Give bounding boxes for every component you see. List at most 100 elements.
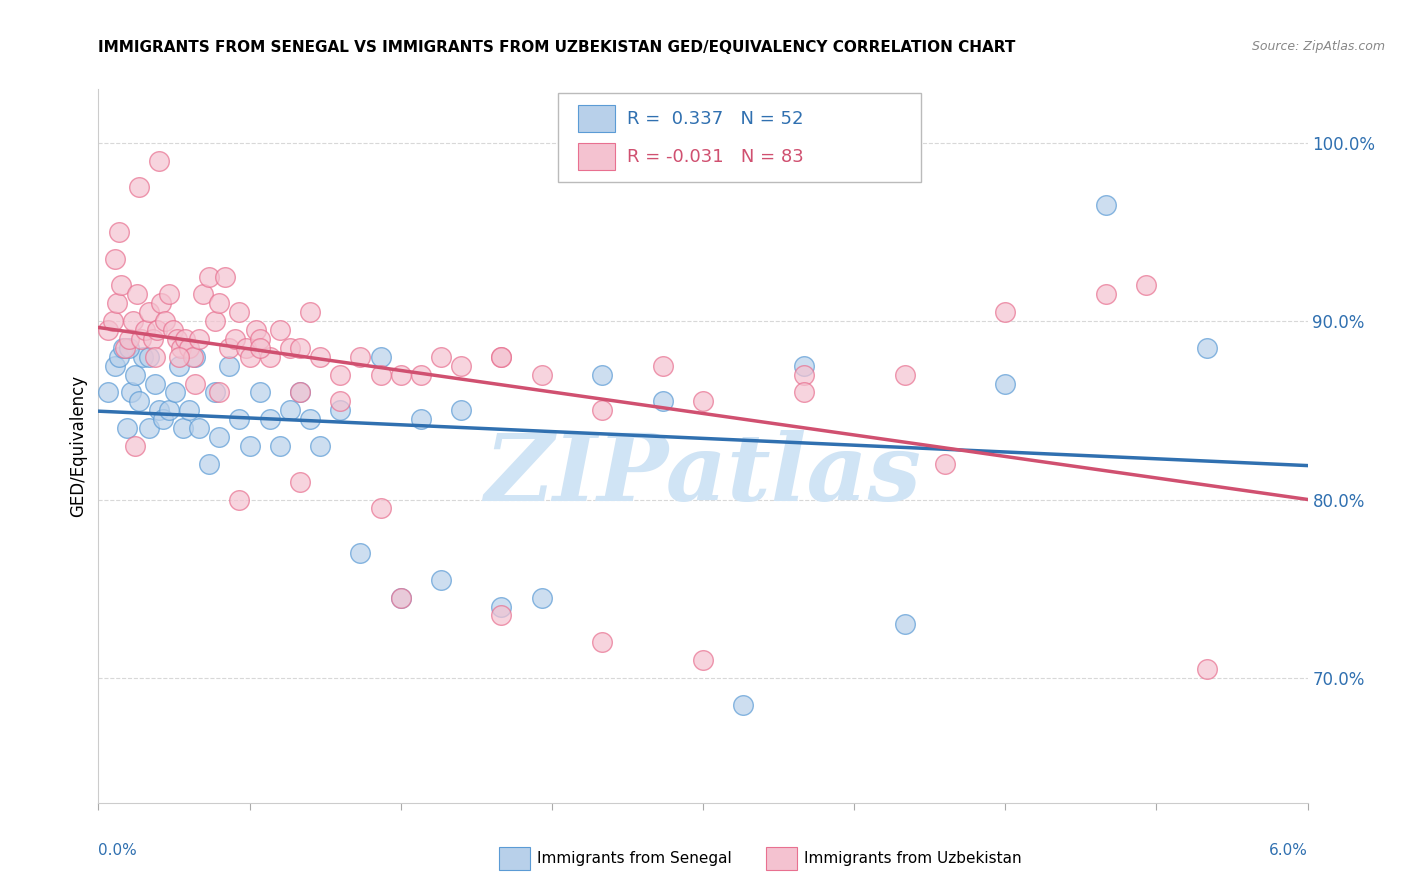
- Point: [143, 376, 166, 391]
- Point: [111, 341, 134, 355]
- Text: Immigrants from Senegal: Immigrants from Senegal: [537, 852, 733, 866]
- Point: [491, 599, 513, 614]
- Point: [208, 296, 231, 310]
- Point: [174, 332, 197, 346]
- Point: [214, 269, 236, 284]
- Point: [259, 412, 281, 426]
- Point: [651, 359, 673, 373]
- Point: [157, 287, 180, 301]
- Point: [349, 546, 371, 560]
- Point: [103, 252, 125, 266]
- Point: [138, 421, 160, 435]
- Text: Source: ZipAtlas.com: Source: ZipAtlas.com: [1251, 40, 1385, 54]
- Point: [228, 305, 250, 319]
- Point: [491, 350, 513, 364]
- Point: [329, 403, 352, 417]
- Point: [349, 350, 371, 364]
- Point: [172, 421, 194, 435]
- Point: [259, 350, 281, 364]
- FancyBboxPatch shape: [578, 143, 614, 169]
- Point: [184, 350, 207, 364]
- Point: [107, 350, 129, 364]
- Point: [208, 430, 231, 444]
- FancyBboxPatch shape: [558, 93, 921, 182]
- Point: [591, 403, 613, 417]
- Point: [430, 573, 453, 587]
- Text: R = -0.031   N = 83: R = -0.031 N = 83: [627, 148, 804, 166]
- Point: [132, 350, 155, 364]
- Point: [115, 421, 138, 435]
- Point: [269, 439, 291, 453]
- Point: [692, 653, 714, 667]
- Point: [651, 394, 673, 409]
- Point: [893, 617, 915, 632]
- Point: [239, 439, 262, 453]
- Point: [299, 412, 322, 426]
- Point: [1095, 287, 1118, 301]
- Point: [309, 350, 332, 364]
- Point: [288, 385, 311, 400]
- Point: [105, 296, 128, 310]
- Point: [107, 225, 129, 239]
- Point: [245, 323, 267, 337]
- Point: [269, 323, 291, 337]
- Point: [101, 314, 124, 328]
- Point: [149, 296, 172, 310]
- Point: [170, 341, 193, 355]
- Point: [893, 368, 915, 382]
- Point: [167, 359, 190, 373]
- Y-axis label: GED/Equivalency: GED/Equivalency: [69, 375, 87, 517]
- Point: [138, 305, 160, 319]
- Point: [179, 403, 201, 417]
- Point: [118, 332, 141, 346]
- Point: [228, 492, 250, 507]
- Point: [733, 698, 755, 712]
- FancyBboxPatch shape: [578, 105, 614, 132]
- Point: [692, 394, 714, 409]
- Text: Immigrants from Uzbekistan: Immigrants from Uzbekistan: [804, 852, 1022, 866]
- Point: [1195, 341, 1218, 355]
- Point: [142, 332, 165, 346]
- Point: [134, 323, 156, 337]
- Point: [389, 368, 412, 382]
- Point: [124, 368, 146, 382]
- Point: [128, 180, 150, 194]
- Point: [329, 368, 352, 382]
- Point: [166, 332, 188, 346]
- Point: [793, 368, 815, 382]
- Point: [793, 359, 815, 373]
- Point: [1195, 662, 1218, 676]
- Point: [239, 350, 262, 364]
- Point: [249, 341, 271, 355]
- Point: [278, 403, 301, 417]
- Point: [793, 385, 815, 400]
- Point: [409, 412, 432, 426]
- Point: [491, 608, 513, 623]
- Point: [103, 359, 125, 373]
- Point: [97, 323, 120, 337]
- Point: [491, 350, 513, 364]
- Point: [309, 439, 332, 453]
- Point: [278, 341, 301, 355]
- Point: [450, 359, 472, 373]
- Point: [389, 591, 412, 605]
- Point: [224, 332, 246, 346]
- Point: [198, 457, 221, 471]
- Point: [530, 591, 553, 605]
- Point: [188, 421, 211, 435]
- Point: [138, 350, 160, 364]
- Point: [370, 350, 392, 364]
- Point: [591, 635, 613, 649]
- Point: [143, 350, 166, 364]
- Point: [530, 368, 553, 382]
- Point: [120, 385, 142, 400]
- Point: [188, 332, 211, 346]
- Point: [114, 341, 136, 355]
- Text: IMMIGRANTS FROM SENEGAL VS IMMIGRANTS FROM UZBEKISTAN GED/EQUIVALENCY CORRELATIO: IMMIGRANTS FROM SENEGAL VS IMMIGRANTS FR…: [98, 40, 1015, 55]
- Point: [128, 394, 150, 409]
- Point: [118, 341, 141, 355]
- Point: [125, 287, 148, 301]
- Point: [430, 350, 453, 364]
- Point: [167, 350, 190, 364]
- Point: [184, 376, 207, 391]
